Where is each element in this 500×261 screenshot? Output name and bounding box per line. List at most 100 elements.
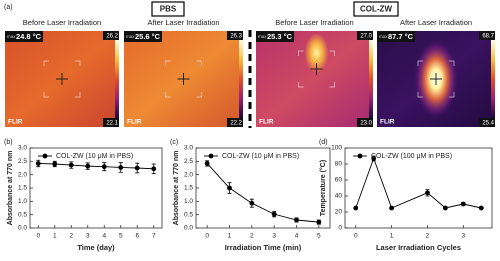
legend-label: COL-ZW (10 μM in PBS) — [222, 153, 299, 160]
y-tick-label: 0.0 — [184, 225, 193, 232]
image-caption: After Laser Irradiation — [400, 18, 472, 27]
panel-label: (a) — [4, 4, 13, 11]
y-tick-label: 60 — [335, 177, 343, 184]
x-tick-label: 0 — [354, 233, 358, 240]
temp-box — [124, 31, 162, 42]
data-point — [271, 211, 277, 217]
scale-max: 26.3 — [230, 34, 242, 40]
scale-bg — [357, 118, 373, 127]
data-point — [442, 205, 448, 211]
max-tag: max — [258, 34, 267, 39]
focus-bracket — [43, 92, 49, 98]
y-tick-label: 2.0 — [18, 171, 27, 178]
data-point — [460, 201, 466, 207]
legend-label: COL-ZW (100 μM in PBS) — [371, 153, 452, 160]
x-tick-label: 3 — [272, 233, 276, 240]
y-tick-label: 1.0 — [18, 198, 27, 205]
plot-frame — [344, 147, 493, 229]
y-tick-label: 2.0 — [184, 171, 193, 178]
data-point — [353, 205, 359, 211]
x-axis-label: Irradiation Time (min) — [225, 243, 302, 252]
data-point — [151, 166, 157, 172]
scale-bar — [239, 40, 243, 118]
max-tag: max — [126, 34, 135, 39]
y-tick-label: 1.0 — [184, 198, 193, 205]
x-tick-label: 1 — [228, 233, 232, 240]
y-tick-label: 3.0 — [184, 145, 193, 152]
x-tick-label: 1 — [390, 233, 394, 240]
focus-bracket — [449, 92, 455, 98]
x-tick-label: 1 — [53, 233, 57, 240]
flir-logo: FLIR — [8, 119, 23, 126]
temp-box — [256, 31, 294, 42]
flir-logo: FLIR — [259, 119, 274, 126]
data-point — [425, 190, 430, 196]
scale-max: 68.7 — [482, 34, 494, 40]
focus-bracket — [196, 60, 202, 66]
x-tick-label: 6 — [135, 233, 139, 240]
y-tick-label: 0.5 — [184, 211, 193, 218]
data-point — [316, 219, 322, 225]
scale-min: 25.4 — [482, 121, 494, 127]
focus-bracket — [165, 92, 171, 98]
data-point — [118, 165, 124, 170]
scale-bg — [103, 31, 119, 40]
x-tick-label: 7 — [152, 233, 156, 240]
y-tick-label: 0.0 — [18, 225, 27, 232]
data-line — [206, 163, 319, 223]
y-tick-label: 80 — [335, 161, 343, 168]
scale-min: 22.2 — [230, 121, 242, 127]
group-box — [353, 1, 399, 17]
x-tick-label: 0 — [36, 233, 40, 240]
focus-bracket — [298, 50, 304, 56]
scale-max: 27.0 — [360, 34, 372, 40]
data-point — [294, 217, 299, 223]
scale-min: 23.0 — [360, 121, 372, 127]
focus-bracket — [329, 50, 335, 56]
y-tick-label: 100 — [331, 145, 342, 152]
data-point — [85, 163, 91, 169]
x-tick-label: 5 — [317, 233, 321, 240]
focus-bracket — [417, 92, 423, 98]
y-axis-label: Absorbance at 770 nm — [7, 151, 14, 226]
legend-marker — [357, 153, 363, 159]
x-axis-label: Time (day) — [77, 243, 115, 252]
max-tag: max — [7, 34, 16, 39]
x-tick-label: 3 — [86, 233, 90, 240]
max-tag: max — [379, 34, 388, 39]
image-caption: After Laser Irradiation — [147, 18, 219, 27]
plot-frame — [29, 147, 163, 229]
data-point — [68, 162, 74, 168]
scale-bg — [357, 31, 373, 40]
image-caption: Before Laser Irradiation — [23, 18, 101, 27]
focus-bracket — [417, 60, 423, 66]
group-label: COL-ZW — [360, 5, 392, 14]
focus-bracket — [75, 92, 81, 98]
max-temp: 25.6 °C — [135, 32, 161, 41]
data-line — [38, 163, 154, 170]
y-tick-label: 1.5 — [18, 185, 27, 192]
group-box — [151, 1, 185, 17]
data-point — [101, 164, 107, 170]
y-tick-label: 0.5 — [18, 211, 27, 218]
data-point — [249, 200, 255, 206]
y-tick-label: 3.0 — [18, 145, 27, 152]
heat-spot — [304, 33, 329, 73]
data-line — [355, 157, 482, 209]
flir-logo: FLIR — [127, 119, 142, 126]
focus-bracket — [196, 92, 202, 98]
data-point — [134, 165, 140, 171]
data-point — [478, 205, 484, 211]
focus-bracket — [75, 60, 81, 66]
focus-bracket — [165, 60, 171, 66]
focus-bracket — [329, 82, 335, 88]
panel-label: (c) — [170, 139, 178, 146]
scale-bar — [115, 40, 119, 118]
y-axis-label: Absorbance at 770 nm — [173, 151, 180, 226]
data-point — [227, 185, 232, 191]
y-tick-label: 20 — [335, 209, 343, 216]
data-point — [35, 161, 41, 166]
image-caption: Before Laser Irradiation — [275, 18, 353, 27]
